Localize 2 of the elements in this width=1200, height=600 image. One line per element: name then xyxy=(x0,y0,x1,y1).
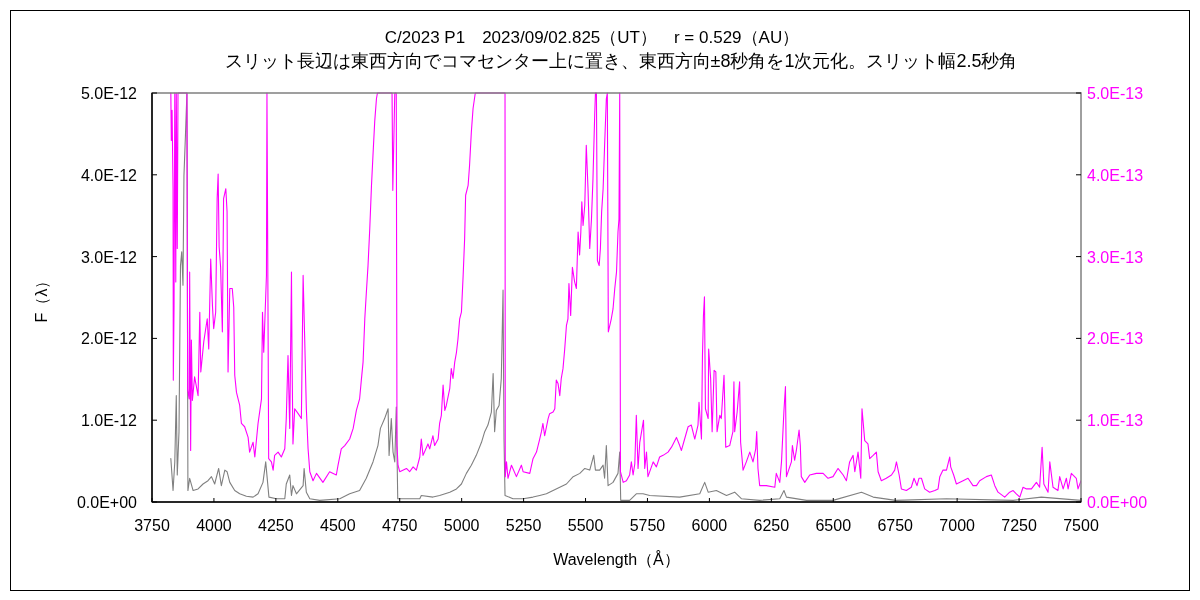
title: C/2023 P1 2023/09/02.825（UT） r = 0.529（AU） xyxy=(384,28,800,47)
subtitle: スリット長辺は東西方向でコマセンター上に置き、東西方向±8秒角を1次元化。スリット幅2.5秒角 xyxy=(224,51,1018,71)
